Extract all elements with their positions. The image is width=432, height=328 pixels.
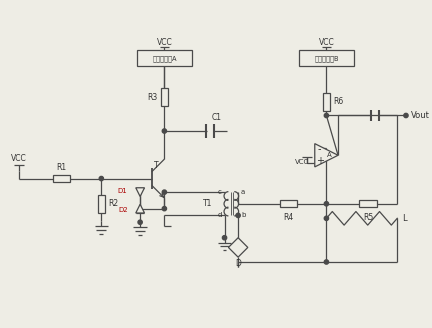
Circle shape: [222, 236, 227, 240]
Circle shape: [138, 220, 142, 224]
Text: VCC: VCC: [11, 154, 27, 163]
Text: L: L: [402, 214, 407, 223]
Bar: [299, 51, 353, 66]
Text: VCC: VCC: [295, 159, 309, 165]
Polygon shape: [136, 204, 144, 213]
Circle shape: [324, 260, 329, 264]
Text: VCC: VCC: [318, 38, 334, 47]
Text: VCC: VCC: [156, 38, 172, 47]
Text: c: c: [218, 189, 222, 195]
Circle shape: [162, 207, 166, 211]
Bar: [359, 200, 377, 207]
Text: 电源防雷器B: 电源防雷器B: [314, 55, 339, 62]
Circle shape: [162, 190, 166, 194]
Text: D1: D1: [118, 188, 127, 194]
Text: a: a: [241, 189, 245, 195]
Text: 电源防雷器A: 电源防雷器A: [152, 55, 177, 62]
Circle shape: [324, 216, 329, 220]
Bar: [53, 175, 70, 182]
Text: b: b: [241, 213, 245, 218]
Text: R1: R1: [57, 163, 67, 172]
Text: D: D: [235, 259, 241, 268]
Text: D2: D2: [118, 207, 127, 213]
Text: A: A: [327, 152, 332, 158]
Bar: [161, 88, 168, 106]
Text: T1: T1: [203, 199, 212, 208]
Text: R6: R6: [333, 97, 343, 106]
Bar: [280, 200, 297, 207]
Text: d: d: [217, 213, 222, 218]
Circle shape: [99, 176, 103, 181]
Text: R2: R2: [108, 199, 118, 208]
Text: Vout: Vout: [411, 111, 430, 120]
Text: R4: R4: [283, 213, 294, 221]
Text: R3: R3: [147, 92, 158, 102]
Circle shape: [162, 129, 166, 133]
Bar: [137, 51, 191, 66]
Circle shape: [324, 202, 329, 206]
Text: T: T: [154, 161, 159, 171]
Polygon shape: [229, 238, 248, 257]
Polygon shape: [136, 188, 144, 196]
Text: +: +: [316, 156, 324, 166]
Text: C1: C1: [212, 113, 222, 122]
Text: R5: R5: [363, 213, 373, 221]
Bar: [323, 93, 330, 111]
Polygon shape: [315, 144, 338, 167]
Circle shape: [404, 113, 408, 118]
Bar: [98, 195, 105, 213]
Circle shape: [324, 113, 329, 118]
Text: -: -: [318, 144, 321, 154]
Circle shape: [236, 213, 240, 217]
